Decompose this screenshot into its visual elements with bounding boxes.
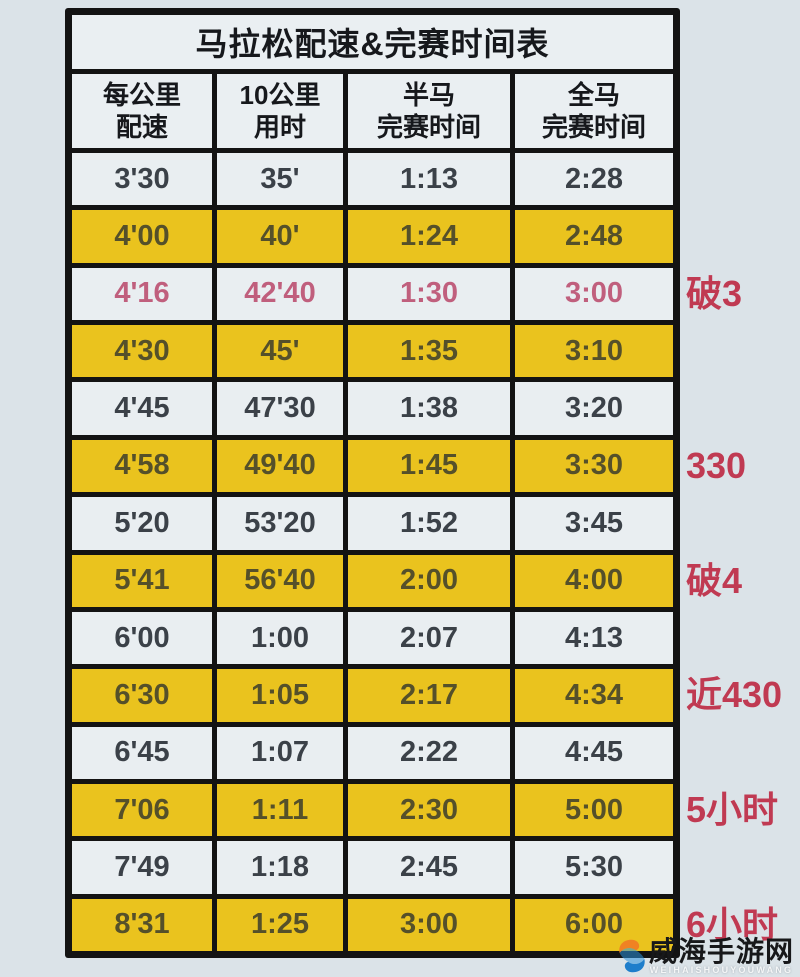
margin-annotation: 近430 xyxy=(686,674,783,716)
watermark-name: 威海手游网 xyxy=(648,935,794,967)
margin-annotation: 破3 xyxy=(686,272,743,314)
cell-full: 3:30 xyxy=(515,439,673,493)
cell-full: 4:45 xyxy=(515,726,673,779)
cell-pace: 8'31 xyxy=(72,898,212,951)
cell-k10: 1:25 xyxy=(217,898,343,951)
cell-k10: 1:07 xyxy=(217,726,343,779)
cell-k10: 35' xyxy=(217,153,343,206)
margin-annotation: 5小时 xyxy=(686,789,779,831)
cell-full: 3:45 xyxy=(515,497,673,550)
cell-half: 1:13 xyxy=(348,153,510,206)
header-line: 用时 xyxy=(253,112,306,142)
cell-half: 2:45 xyxy=(348,841,510,894)
header-line: 半马 xyxy=(402,79,455,110)
header-full-finish: 全马 完赛时间 xyxy=(515,74,673,148)
cell-half: 1:45 xyxy=(348,439,510,493)
cell-pace: 4'58 xyxy=(72,439,212,493)
margin-annotation: 破4 xyxy=(686,559,743,601)
cell-k10: 49'40 xyxy=(217,439,343,493)
cell-full: 4:13 xyxy=(515,611,673,665)
cell-full: 3:20 xyxy=(515,382,673,435)
cell-half: 2:30 xyxy=(348,783,510,837)
cell-half: 2:17 xyxy=(348,669,510,722)
cell-full: 6:00 xyxy=(515,898,673,951)
cell-pace: 4'45 xyxy=(72,382,212,435)
cell-pace: 6'45 xyxy=(72,726,212,779)
cell-half: 2:22 xyxy=(348,726,510,779)
cell-pace: 7'49 xyxy=(72,841,212,894)
cell-k10: 40' xyxy=(217,210,343,263)
cell-half: 2:00 xyxy=(348,554,510,607)
cell-pace: 4'00 xyxy=(72,210,212,263)
cell-pace: 5'20 xyxy=(72,497,212,550)
header-line: 完赛时间 xyxy=(541,112,646,142)
cell-k10: 56'40 xyxy=(217,554,343,607)
cell-half: 1:24 xyxy=(348,210,510,263)
watermark-swirl-logo xyxy=(619,939,645,973)
header-half-finish: 半马 完赛时间 xyxy=(348,74,510,148)
cell-half: 3:00 xyxy=(348,898,510,951)
cell-k10: 53'20 xyxy=(217,497,343,550)
header-line: 配速 xyxy=(115,112,168,142)
watermark: 威海手游网 WEIHAISHOUYOUWANG xyxy=(613,935,794,976)
cell-k10: 42'40 xyxy=(217,267,343,321)
cell-full: 5:00 xyxy=(515,783,673,837)
cell-full: 3:10 xyxy=(515,325,673,378)
cell-pace: 6'30 xyxy=(72,669,212,722)
cell-pace: 5'41 xyxy=(72,554,212,607)
watermark-subtext: WEIHAISHOUYOUWANG xyxy=(649,965,794,976)
header-10k-time: 10公里 用时 xyxy=(217,74,343,148)
cell-full: 5:30 xyxy=(515,841,673,894)
cell-full: 2:28 xyxy=(515,153,673,206)
cell-pace: 3'30 xyxy=(72,153,212,206)
cell-k10: 45' xyxy=(217,325,343,378)
cell-full: 4:34 xyxy=(515,669,673,722)
cell-half: 2:07 xyxy=(348,611,510,665)
cell-half: 1:35 xyxy=(348,325,510,378)
header-pace-per-km: 每公里 配速 xyxy=(72,74,212,148)
cell-k10: 47'30 xyxy=(217,382,343,435)
table-title: 马拉松配速&完赛时间表 xyxy=(72,15,673,69)
cell-k10: 1:05 xyxy=(217,669,343,722)
cell-full: 4:00 xyxy=(515,554,673,607)
header-line: 每公里 xyxy=(102,79,181,110)
cell-half: 1:38 xyxy=(348,382,510,435)
cell-pace: 4'16 xyxy=(72,267,212,321)
header-line: 10公里 xyxy=(239,79,321,110)
cell-k10: 1:18 xyxy=(217,841,343,894)
marathon-pace-table: 马拉松配速&完赛时间表 每公里 配速 10公里 用时 半马 完赛时间 全马 完赛… xyxy=(65,8,680,958)
cell-half: 1:52 xyxy=(348,497,510,550)
cell-pace: 6'00 xyxy=(72,611,212,665)
cell-full: 2:48 xyxy=(515,210,673,263)
header-line: 完赛时间 xyxy=(376,112,481,142)
header-line: 全马 xyxy=(567,79,620,110)
margin-annotation: 6小时 xyxy=(686,903,779,945)
cell-k10: 1:11 xyxy=(217,783,343,837)
cell-pace: 7'06 xyxy=(72,783,212,837)
cell-half: 1:30 xyxy=(348,267,510,321)
cell-k10: 1:00 xyxy=(217,611,343,665)
margin-annotation: 330 xyxy=(686,445,747,486)
cell-pace: 4'30 xyxy=(72,325,212,378)
cell-full: 3:00 xyxy=(515,267,673,321)
